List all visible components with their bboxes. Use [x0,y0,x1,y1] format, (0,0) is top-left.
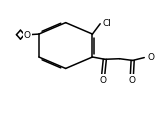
Text: O: O [100,75,107,84]
Text: O: O [148,53,155,62]
Text: O: O [24,31,31,40]
Text: O: O [128,75,135,84]
Text: Cl: Cl [103,19,112,27]
